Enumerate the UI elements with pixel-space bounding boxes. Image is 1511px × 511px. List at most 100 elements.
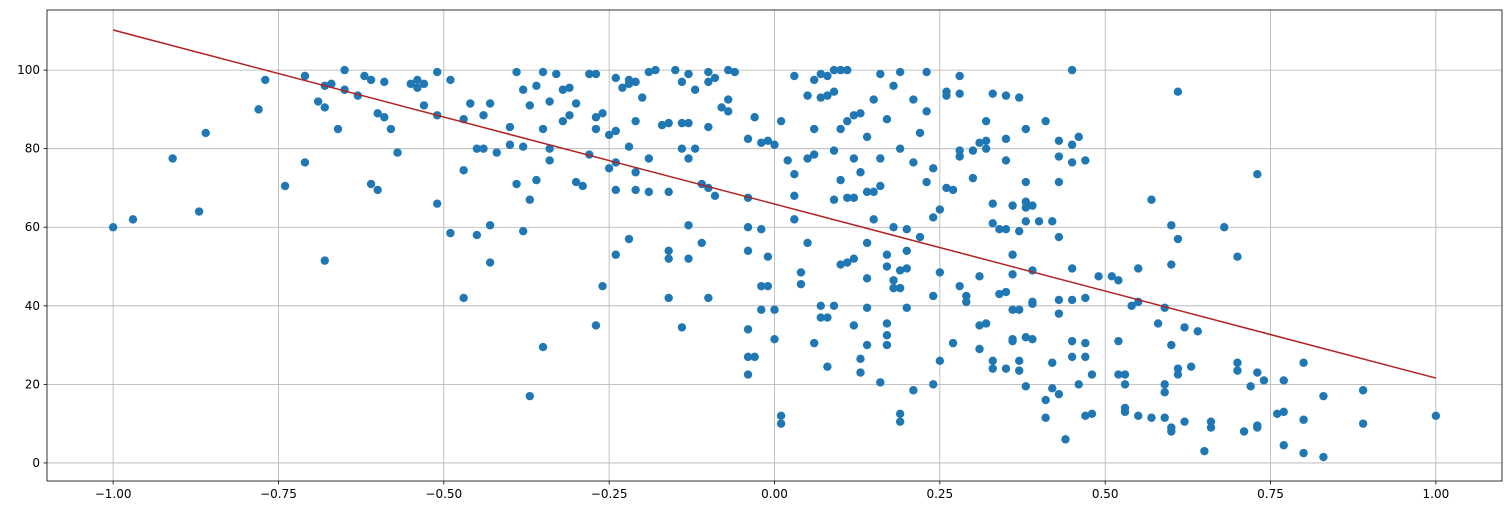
point: [591, 69, 601, 79]
point: [717, 103, 726, 112]
point: [929, 213, 938, 222]
point: [849, 321, 859, 330]
point: [1067, 140, 1077, 149]
point: [757, 281, 766, 291]
point: [915, 128, 925, 138]
point: [1067, 295, 1077, 305]
point: [823, 313, 832, 322]
point: [472, 230, 482, 240]
point: [704, 293, 713, 303]
point: [485, 258, 495, 267]
point: [975, 321, 984, 330]
point: [644, 67, 654, 77]
point: [545, 156, 554, 165]
point: [1041, 395, 1050, 405]
point: [849, 254, 859, 263]
point: [743, 325, 753, 334]
point: [413, 75, 422, 85]
point: [829, 87, 839, 96]
point: [823, 362, 832, 371]
point: [902, 303, 911, 312]
point: [1015, 226, 1024, 236]
point: [1134, 411, 1143, 420]
point: [631, 116, 640, 126]
point: [1028, 201, 1037, 210]
point: [1246, 382, 1255, 391]
point: [895, 283, 905, 293]
point: [882, 262, 892, 271]
point: [194, 207, 204, 216]
point: [882, 340, 892, 350]
point: [1054, 232, 1064, 242]
point: [909, 95, 918, 104]
point: [763, 281, 773, 291]
point: [962, 291, 971, 301]
point: [525, 101, 534, 110]
point: [743, 370, 753, 379]
point: [743, 246, 753, 256]
point: [1167, 427, 1176, 436]
point: [1259, 376, 1269, 385]
y-tick-label: 80: [25, 142, 40, 156]
point: [591, 113, 601, 122]
point: [128, 215, 138, 224]
point: [446, 75, 455, 85]
point: [433, 67, 442, 77]
point: [1001, 287, 1011, 297]
point: [677, 77, 687, 87]
point: [651, 65, 660, 75]
point: [571, 177, 581, 187]
point: [790, 191, 799, 201]
point: [644, 187, 654, 197]
point: [558, 116, 568, 126]
point: [1041, 413, 1050, 422]
point: [948, 185, 958, 195]
point: [545, 144, 554, 153]
point: [1008, 336, 1017, 346]
point: [313, 97, 323, 106]
point: [532, 175, 541, 185]
point: [1160, 388, 1169, 397]
point: [869, 95, 878, 104]
point: [492, 148, 501, 157]
point: [1299, 358, 1308, 367]
point: [1015, 305, 1024, 314]
point: [333, 124, 343, 134]
point: [466, 99, 475, 108]
point: [1008, 305, 1017, 314]
point: [525, 195, 534, 204]
point: [1167, 221, 1176, 230]
point: [1021, 382, 1031, 391]
point: [981, 116, 991, 126]
point: [836, 175, 845, 185]
point: [1253, 170, 1262, 179]
point: [823, 91, 832, 100]
point: [684, 69, 693, 79]
point: [1114, 276, 1123, 285]
point: [929, 291, 938, 301]
point: [862, 238, 872, 248]
point: [624, 142, 634, 151]
point: [836, 124, 845, 134]
point: [1001, 91, 1011, 100]
point: [108, 223, 118, 232]
point: [1233, 252, 1242, 261]
point: [876, 378, 885, 387]
point: [849, 193, 859, 202]
point: [902, 246, 911, 256]
point: [882, 331, 892, 340]
point: [882, 250, 892, 259]
point: [995, 224, 1004, 234]
point: [677, 323, 687, 332]
point: [763, 252, 773, 261]
point: [1107, 272, 1116, 281]
point: [909, 386, 918, 395]
point: [505, 122, 515, 132]
axes: −1.00 −0.75 −0.50 −0.25 0.00 0.25 0.50 0.75 1.00…: [17, 63, 1449, 501]
point: [995, 289, 1004, 299]
point: [1008, 201, 1017, 210]
point: [869, 187, 878, 197]
point: [538, 342, 548, 352]
point: [1167, 340, 1176, 350]
point: [631, 185, 640, 195]
